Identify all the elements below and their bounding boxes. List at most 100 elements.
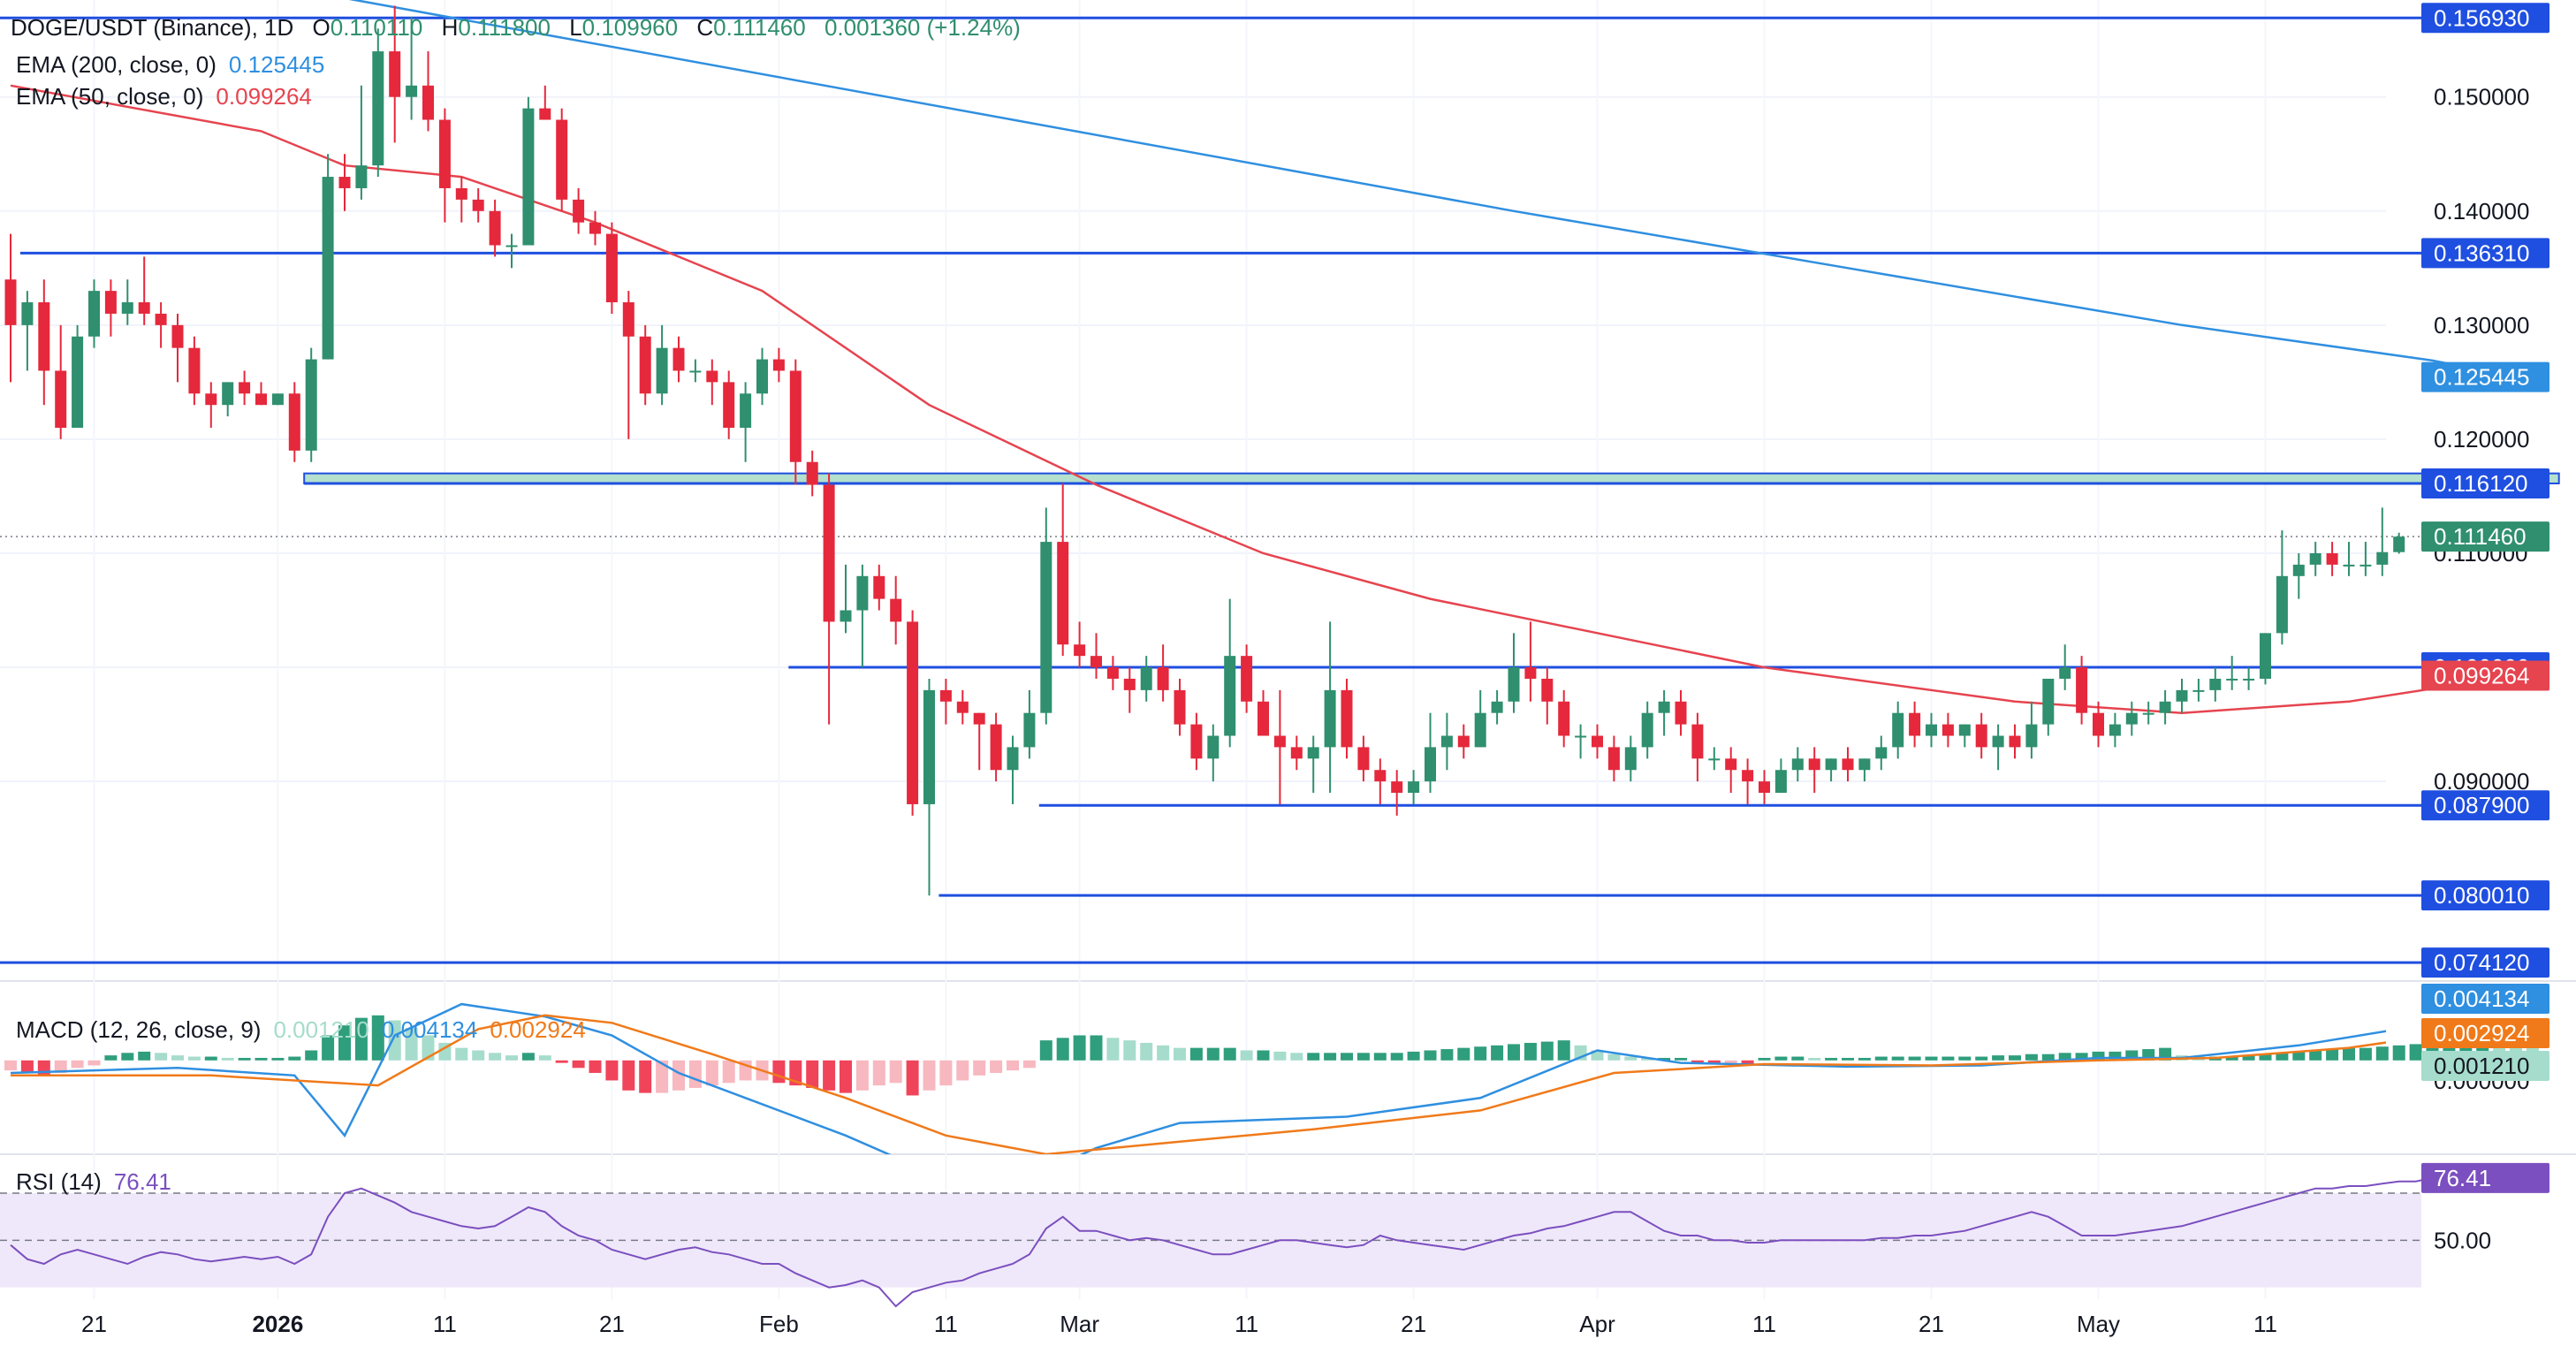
candle-body	[840, 610, 852, 622]
candle-body	[338, 177, 351, 188]
price-axis: 0.1500000.1400000.1300000.1200000.110000…	[2421, 3, 2549, 1253]
macd-histogram-bar	[1474, 1046, 1487, 1061]
candle	[1391, 770, 1403, 816]
candle	[539, 85, 551, 120]
rsi-line	[10, 1176, 2433, 1308]
macd-histogram-bar	[939, 1060, 953, 1086]
candle	[1374, 758, 1387, 804]
candle-body	[939, 689, 952, 702]
macd-value-tag	[2421, 1051, 2549, 1081]
candle-body	[589, 222, 601, 234]
candle-body	[239, 382, 251, 394]
candle-body	[1892, 712, 1904, 748]
candle-body	[2159, 701, 2171, 713]
macd-histogram-bar	[672, 1060, 685, 1091]
level-price-tag	[2421, 238, 2549, 269]
candle	[806, 450, 818, 497]
macd-histogram-bar	[789, 1060, 802, 1086]
high-label: H	[441, 14, 459, 41]
candle	[973, 712, 985, 771]
candle-body	[1524, 667, 1537, 679]
candle-body	[2109, 724, 2121, 736]
candle	[1791, 747, 1804, 782]
candle-body	[1241, 656, 1253, 702]
macd-histogram-bar	[1508, 1044, 1520, 1061]
candle-body	[4, 279, 17, 325]
macd-histogram-bar	[973, 1060, 986, 1076]
candle	[1307, 735, 1319, 794]
macd-histogram-bar	[1958, 1056, 1972, 1061]
macd-histogram-bar	[187, 1056, 201, 1061]
level-price-tag	[2421, 880, 2549, 911]
macd-histogram-bar	[555, 1060, 568, 1063]
macd-histogram-bar	[422, 1035, 435, 1061]
candle	[271, 393, 284, 406]
candle	[389, 5, 401, 143]
candle-body	[1007, 747, 1019, 771]
candle	[2276, 530, 2288, 645]
candle-body	[406, 85, 418, 97]
time-tick-label: Mar	[1060, 1311, 1099, 1337]
candle	[455, 177, 467, 223]
candle	[672, 336, 685, 383]
ema50-label: EMA (50, close, 0)	[16, 83, 204, 110]
candle	[656, 324, 668, 406]
gridlines	[0, 0, 2576, 1299]
macd-signal-value: 0.002924	[490, 1016, 586, 1043]
macd-value-tag	[2421, 984, 2549, 1014]
candle	[1357, 735, 1370, 782]
candle	[472, 187, 484, 223]
macd-histogram-bar	[1992, 1055, 2005, 1061]
macd-value-label: 0.004134	[2434, 985, 2529, 1012]
macd-histogram-bar	[1941, 1056, 1955, 1061]
macd-histogram-bar	[1307, 1053, 1320, 1061]
macd-histogram-bar	[906, 1060, 919, 1096]
candle-body	[2009, 735, 2021, 748]
candle	[406, 17, 418, 120]
rsi-value: 76.41	[113, 1168, 171, 1195]
macd-histogram-bar	[1791, 1056, 1805, 1061]
candle-body	[1725, 758, 1737, 771]
time-tick-label: 2026	[252, 1311, 303, 1337]
macd-histogram-bar	[1189, 1047, 1203, 1061]
candle	[322, 154, 334, 360]
open-label: O	[312, 14, 331, 41]
candle-body	[2343, 564, 2355, 567]
candle-body	[1123, 678, 1136, 690]
macd-histogram-bar	[538, 1055, 551, 1061]
candle-body	[171, 324, 184, 348]
candle-body	[72, 336, 84, 429]
level-price-label: 0.087900	[2434, 792, 2529, 818]
candle	[622, 291, 635, 439]
candle-body	[1607, 747, 1620, 771]
macd-histogram-bar	[1825, 1057, 1838, 1061]
candle	[2009, 724, 2021, 759]
value-price-label: 0.099264	[2434, 663, 2529, 689]
candle	[1474, 689, 1486, 748]
macd-histogram-bar	[1257, 1050, 1270, 1061]
macd-histogram-bar	[505, 1055, 518, 1061]
level-price-label: 0.074120	[2434, 949, 2529, 976]
candle	[2376, 507, 2389, 576]
candle-body	[1273, 735, 1286, 748]
level-price-tag	[2421, 468, 2549, 498]
macd-histogram-bar	[455, 1047, 468, 1061]
macd-histogram-bar	[371, 1015, 384, 1061]
macd-histogram-bar	[1724, 1060, 1737, 1065]
macd-histogram-bar	[1874, 1056, 1888, 1061]
macd-histogram-bar	[2359, 1047, 2372, 1061]
candle	[1457, 724, 1470, 759]
candle-body	[2125, 712, 2138, 725]
candle	[255, 382, 267, 406]
candle-body	[438, 119, 451, 188]
macd-histogram-bar	[1624, 1056, 1638, 1061]
candle-body	[1357, 747, 1370, 771]
candle-body	[907, 621, 919, 804]
candle	[1725, 747, 1737, 794]
candle-body	[1074, 644, 1086, 657]
candle	[1808, 747, 1820, 794]
candle-body	[2093, 712, 2104, 736]
candle	[823, 473, 835, 725]
candle	[689, 359, 702, 383]
candle	[138, 256, 150, 325]
